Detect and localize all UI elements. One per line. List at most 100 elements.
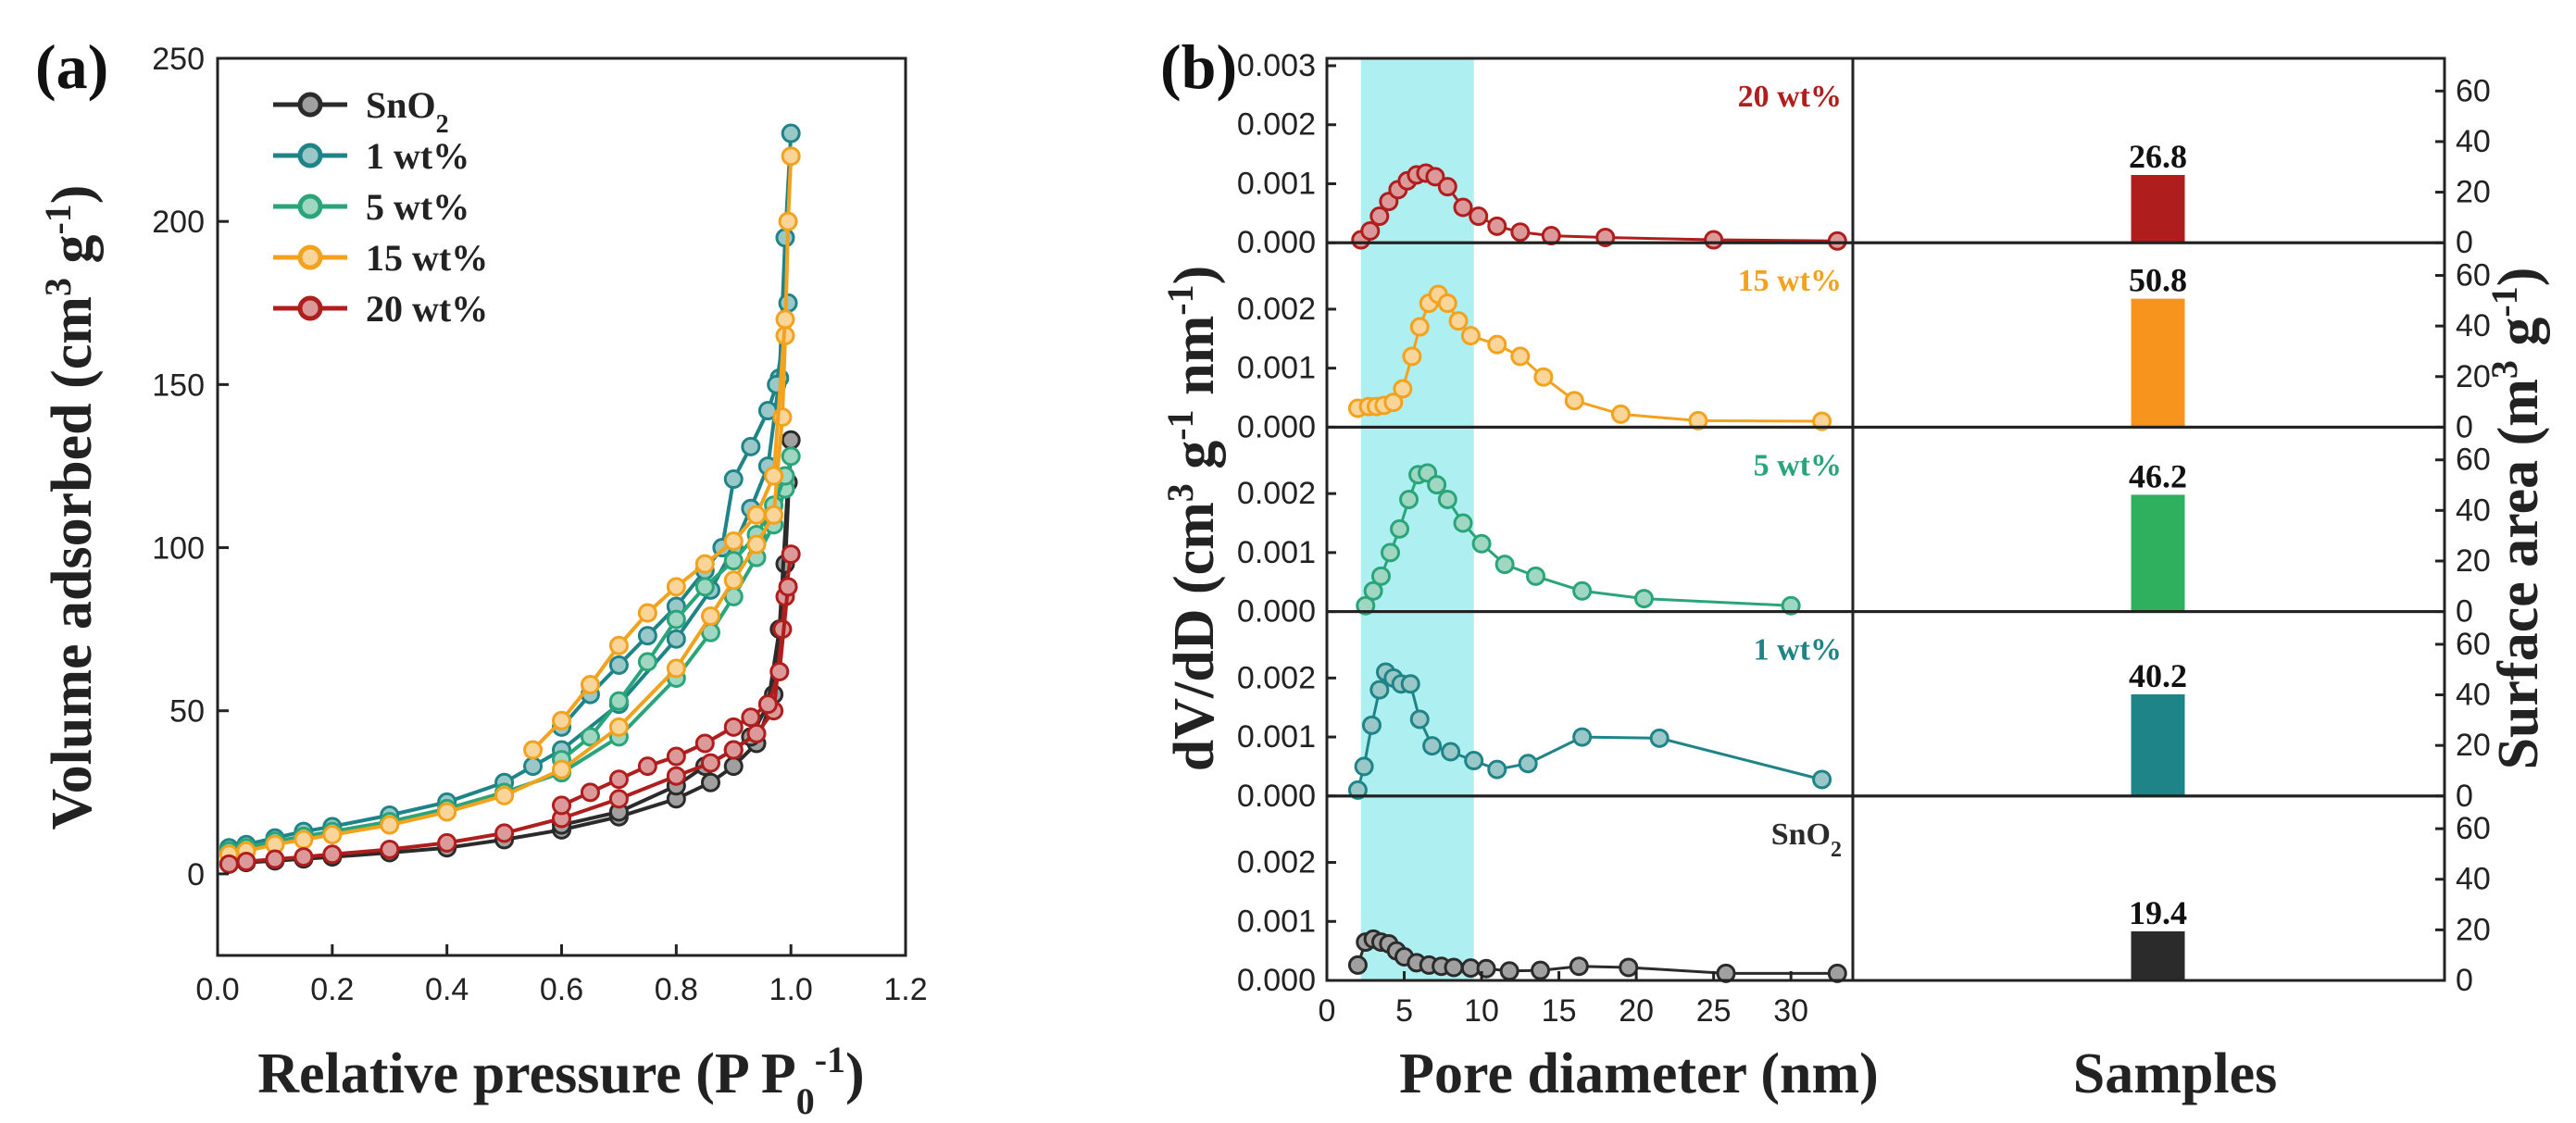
legend-item-5wt: 5 wt% [273,186,469,228]
desorption-point [637,652,657,672]
adsorption-point [552,759,571,780]
y-tick-label: 50 [169,694,205,730]
x-tick-label: 5 [1395,993,1413,1029]
adsorption-point [523,756,544,777]
x-tick-label: 0.8 [655,972,698,1007]
right-y-tick-label: 0 [2456,225,2473,260]
adsorption-point [322,825,343,845]
subplot-wt1: 0.000 0.001 0.002 1 wt% 0 20 40 60 [1237,627,2491,814]
panel-a-y-axis-title: Volume adsorbed (cm3 g-1) [37,185,105,830]
pore-point [1448,311,1469,331]
subplot-wt20: 0.000 0.001 0.002 0.003 20 wt% 0 20 40 60 [1237,48,2491,260]
adsorption-point [494,785,515,805]
pore-point [1469,206,1489,227]
panel-a-x-axis-title: Relative pressure (P P0-1) [257,1039,864,1122]
legend-item-sno2: SnO2 [273,84,449,139]
adsorption-point [265,849,285,869]
right-y-tick-label: 60 [2456,73,2491,108]
adsorption-point [437,832,457,853]
legend-label-15wt: 15 wt% [366,237,488,279]
x-tick-label: 0.6 [540,972,583,1007]
y-tick-label: 0.000 [1237,225,1316,260]
pore-point [1487,334,1507,355]
pore-point [1347,780,1368,800]
desorption-line-wt5 [560,475,787,762]
desorption-point [666,746,686,767]
y-tick-label: 0.001 [1237,535,1316,570]
pore-point [1619,957,1639,978]
bar-value-label: 40.2 [2129,657,2187,694]
legend-item-1wt: 1 wt% [273,135,469,177]
adsorption-point [666,658,686,679]
right-y-tick-label: 60 [2456,258,2491,293]
pore-point [1393,379,1413,399]
panel-a-series-group [219,123,801,874]
panel-a-legend: SnO2 1 wt% 5 wt% 15 wt% 20 wt% [273,84,488,330]
y-tick-label: 0.002 [1237,292,1316,327]
pore-point [1533,367,1554,387]
pore-point [1441,742,1461,762]
y-tick-label: 0.000 [1237,963,1316,998]
adsorption-point [437,802,457,822]
adsorption-point [294,830,314,850]
pore-point [1360,220,1381,241]
adsorption-point [494,823,515,843]
pore-point [1633,589,1654,609]
right-y-tick-label: 20 [2456,359,2491,394]
adsorption-point [294,847,314,867]
panel-b-samples-axis-title: Samples [2073,1042,2277,1105]
pore-point [1510,222,1531,243]
legend-marker [297,143,323,168]
panel-a-label: (a) [35,31,108,102]
adsorption-point [723,570,744,591]
x-tick-label: 0.0 [195,972,239,1007]
pore-point [1369,206,1390,227]
desorption-point [666,609,686,630]
y-tick-label: 250 [152,42,205,77]
pore-point [1425,167,1445,187]
pore-point [1531,960,1551,980]
y-tick-label: 100 [152,531,205,567]
pore-point [1363,580,1383,601]
x-tick-label: 25 [1696,993,1732,1029]
adsorption-point [781,446,801,467]
desorption-point [608,769,629,790]
pore-point [1409,317,1430,337]
pore-point [1649,728,1669,748]
pore-point [1402,346,1422,367]
legend-label-sno2: SnO2 [366,84,449,139]
pore-point [1383,393,1404,413]
x-tick-label: 10 [1464,993,1499,1029]
right-y-tick-label: 0 [2456,779,2473,814]
desorption-point [723,469,744,490]
legend-marker [297,92,323,118]
pore-point [1487,216,1507,236]
legend-item-15wt: 15 wt% [273,237,488,279]
surface-bar-wt1 [2131,693,2185,796]
adsorption-point [746,534,767,555]
pore-point [1510,346,1531,367]
series-wt15 [219,146,801,865]
pore-point [1356,595,1376,616]
desorption-point [764,466,784,486]
adsorption-point [380,839,400,859]
desorption-point [741,707,761,728]
x-tick-label: 1.2 [883,972,927,1007]
right-y-tick-label: 60 [2456,443,2491,478]
adsorption-point [380,815,400,835]
surface-bar-wt15 [2131,298,2185,428]
subplot-tag-wt20: 20 wt% [1738,80,1842,114]
adsorption-point [764,505,784,525]
pore-point [1390,518,1410,539]
panel-b-x-ticks: 0 5 10 15 20 25 30 [1319,971,1808,1029]
right-y-tick-label: 40 [2456,493,2491,528]
right-y-tick-label: 40 [2456,124,2491,159]
y-tick-label: 0.003 [1237,48,1316,83]
adsorption-point [666,766,686,786]
desorption-point [552,795,571,816]
y-tick-label: 0 [187,857,205,892]
pore-point [1437,177,1457,197]
desorption-point [608,691,629,711]
